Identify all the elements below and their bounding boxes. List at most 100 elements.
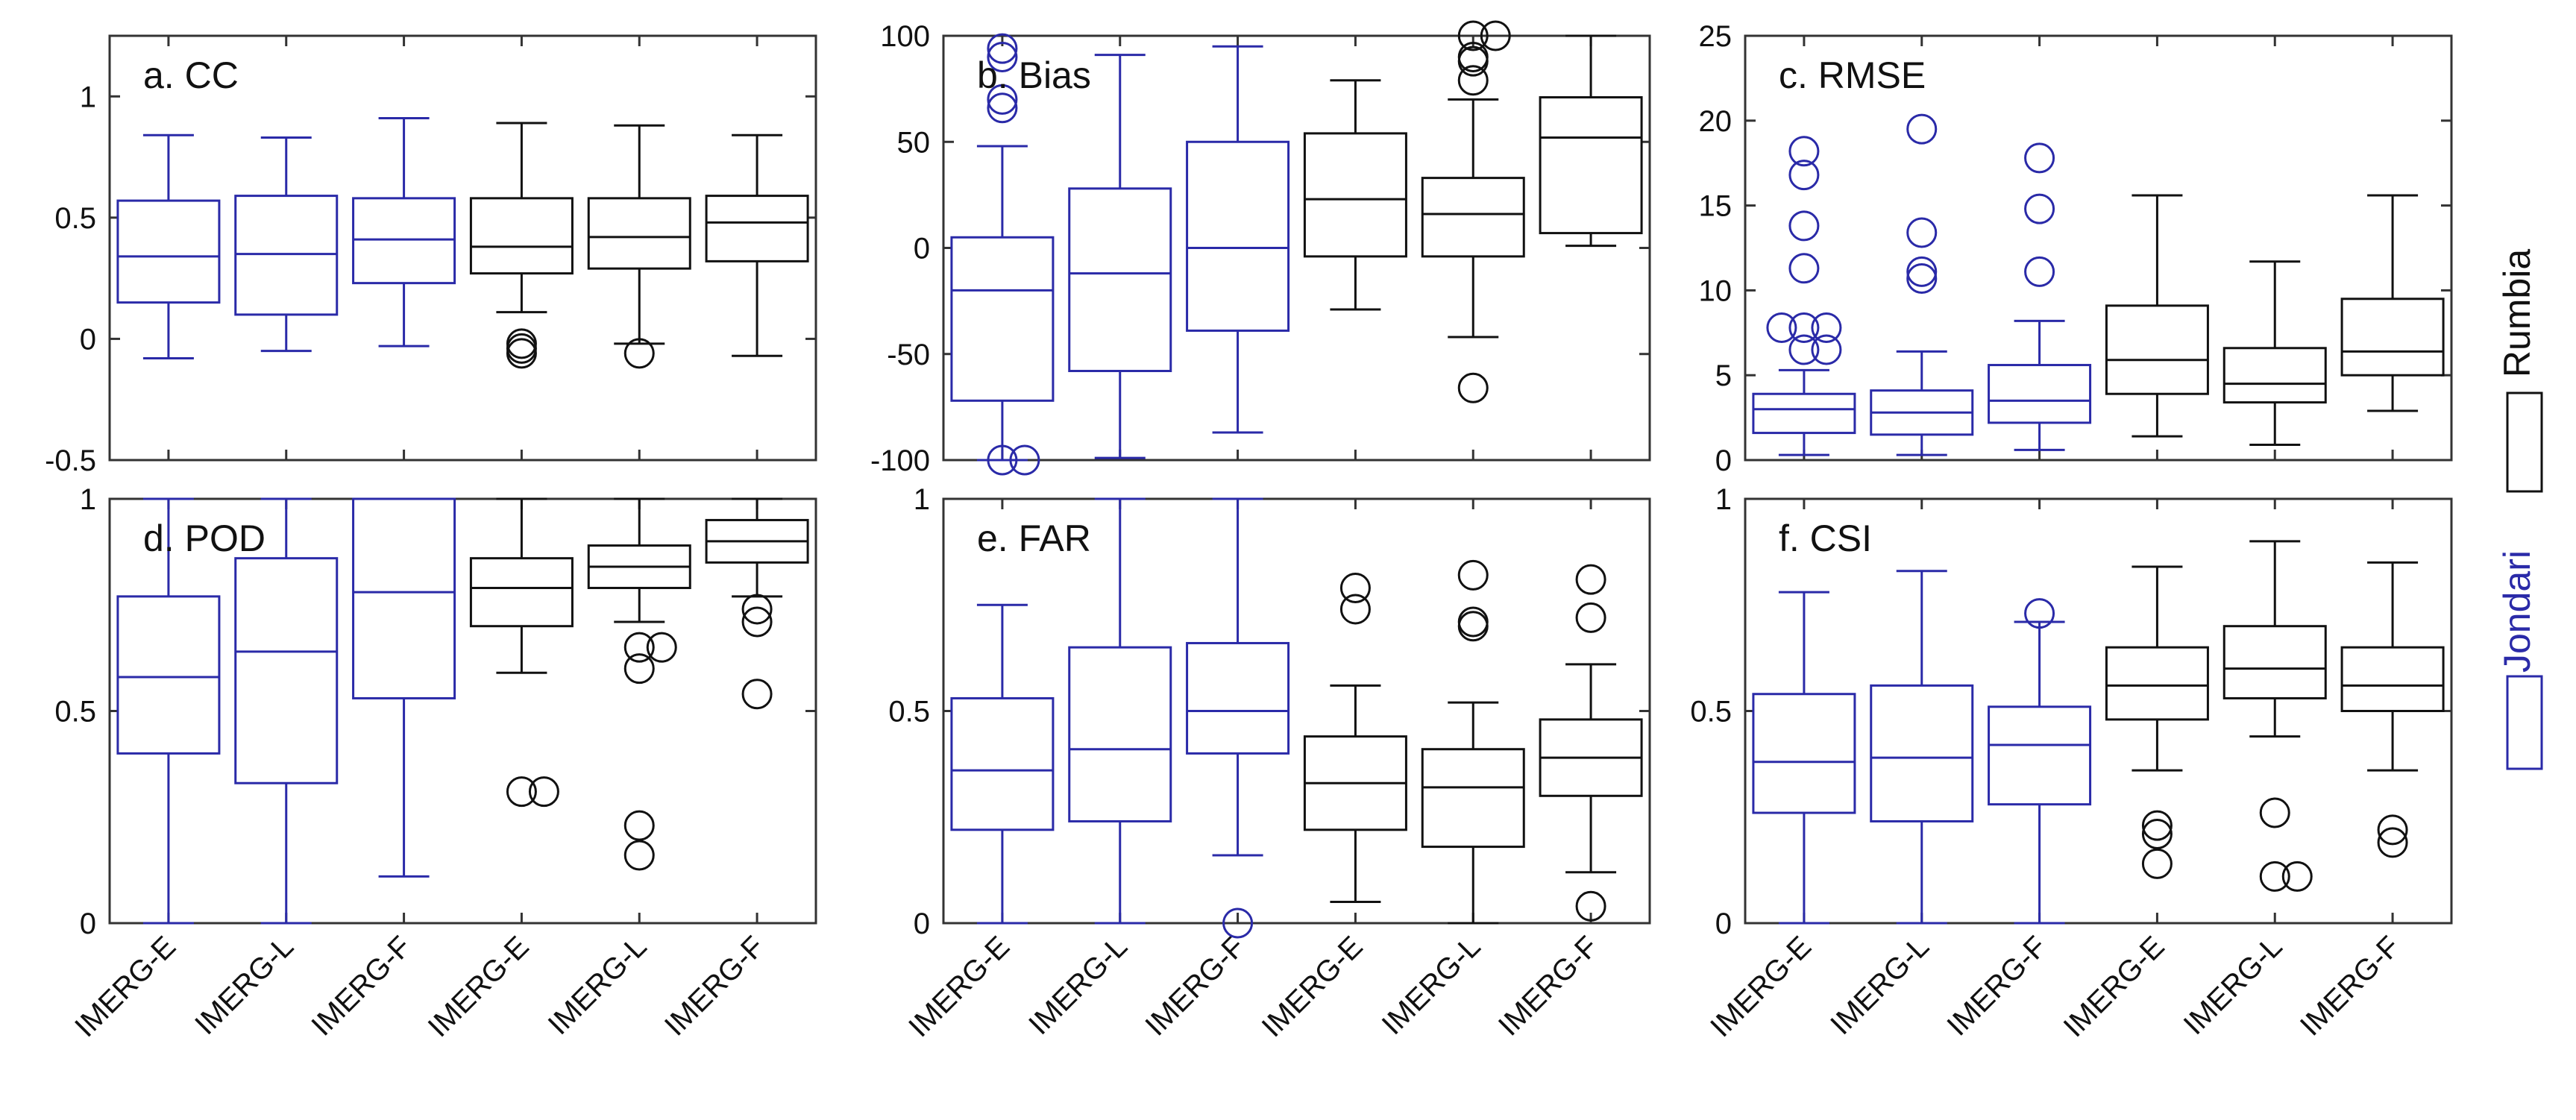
iqr-box — [352, 197, 456, 285]
y-tick-label: 1 — [80, 81, 96, 113]
outlier-point — [506, 776, 537, 808]
y-tick-label: 20 — [1699, 105, 1732, 138]
outlier-point — [987, 444, 1018, 476]
outlier-point — [1906, 262, 1938, 294]
iqr-box — [2105, 646, 2209, 721]
iqr-box — [2340, 646, 2445, 713]
y-tick-label: 25 — [1699, 20, 1732, 53]
x-tick-label: IMERG-F — [2294, 930, 2407, 1042]
panel-title: f. CSI — [1779, 517, 1872, 559]
box-imerg-l — [2222, 540, 2327, 892]
iqr-box — [1186, 140, 1290, 332]
outlier-point — [1575, 890, 1606, 922]
box-imerg-e — [2105, 194, 2209, 438]
panel-title: a. CC — [143, 54, 239, 96]
outlier-point — [623, 810, 655, 841]
outlier-point — [1906, 217, 1938, 248]
outlier-point — [2259, 797, 2290, 828]
box-imerg-f — [705, 497, 809, 710]
box-imerg-e — [116, 497, 221, 925]
box-imerg-l — [234, 136, 339, 353]
outlier-point — [623, 338, 655, 369]
box-imerg-f — [1186, 45, 1290, 434]
outlier-point — [646, 632, 677, 663]
outlier-point — [741, 679, 773, 710]
iqr-box — [116, 595, 221, 755]
y-tick-label: 0 — [1715, 907, 1732, 940]
box-imerg-f — [1988, 142, 2092, 451]
outlier-point — [2377, 827, 2408, 858]
outlier-point — [1457, 372, 1489, 403]
x-tick-label: IMERG-L — [542, 930, 653, 1041]
box-imerg-e — [950, 603, 1055, 925]
outlier-point — [1906, 113, 1938, 145]
y-tick-label: 0.5 — [54, 202, 96, 235]
y-tick-label: 10 — [1699, 274, 1732, 307]
outlier-point — [1222, 907, 1254, 939]
y-tick-label: 0.5 — [888, 696, 930, 729]
outlier-point — [1457, 611, 1489, 642]
outlier-point — [2024, 142, 2055, 174]
y-tick-label: 0.5 — [1690, 696, 1732, 729]
outlier-point — [1811, 334, 1842, 365]
outlier-point — [1811, 312, 1842, 343]
y-tick-label: 0.5 — [54, 696, 96, 729]
legend-label-rumbia: Rumbia — [2496, 249, 2538, 377]
panel-title: b. Bias — [977, 54, 1091, 96]
y-tick-label: 1 — [80, 483, 96, 516]
x-tick-label: IMERG-F — [1941, 930, 2053, 1042]
y-tick-label: 15 — [1699, 190, 1732, 223]
y-tick-label: 0 — [1715, 444, 1732, 477]
outlier-point — [1457, 65, 1489, 96]
box-imerg-l — [2222, 260, 2327, 447]
outlier-point — [528, 776, 559, 808]
panel-title: c. RMSE — [1779, 54, 1926, 96]
outlier-point — [2259, 861, 2290, 892]
x-tick-label: IMERG-F — [305, 930, 418, 1042]
y-tick-label: -100 — [870, 444, 930, 477]
iqr-box — [1988, 705, 2092, 806]
iqr-box — [1068, 187, 1172, 373]
iqr-box — [116, 199, 221, 304]
box-imerg-e — [2105, 565, 2209, 879]
box-imerg-f — [352, 497, 456, 878]
outlier-point — [1575, 564, 1606, 595]
box-imerg-e — [469, 497, 574, 808]
box-imerg-e — [1303, 572, 1407, 904]
box-imerg-l — [1421, 559, 1525, 925]
outlier-point — [1788, 136, 1820, 167]
box-imerg-l — [587, 497, 691, 871]
iqr-box — [587, 197, 691, 270]
iqr-box — [1539, 96, 1643, 235]
y-tick-label: 0 — [914, 233, 930, 265]
box-imerg-l — [587, 124, 691, 369]
x-tick-label: IMERG-F — [659, 930, 771, 1042]
outlier-point — [2024, 256, 2055, 287]
outlier-point — [987, 33, 1018, 64]
x-tick-label: IMERG-E — [2058, 930, 2171, 1043]
outlier-point — [1339, 572, 1371, 603]
iqr-box — [705, 195, 809, 262]
box-imerg-l — [1421, 20, 1525, 403]
y-tick-label: 50 — [897, 126, 931, 159]
iqr-box — [950, 236, 1055, 402]
iqr-box — [1303, 132, 1407, 258]
y-tick-label: -50 — [887, 339, 930, 371]
outlier-point — [2281, 861, 2313, 892]
outlier-point — [2024, 193, 2055, 224]
x-tick-label: IMERG-E — [1704, 930, 1818, 1043]
iqr-box — [2340, 298, 2445, 377]
y-tick-label: -0.5 — [45, 444, 96, 477]
x-tick-label: IMERG-L — [1376, 930, 1487, 1041]
legend-swatch-jondari — [2506, 675, 2543, 770]
outlier-point — [2141, 848, 2173, 879]
outlier-point — [1788, 160, 1820, 191]
y-tick-label: 0 — [914, 907, 930, 940]
iqr-box — [1421, 748, 1525, 849]
outlier-point — [1575, 602, 1606, 633]
x-tick-label: IMERG-L — [189, 930, 300, 1041]
outlier-point — [987, 84, 1018, 115]
outlier-point — [741, 606, 773, 638]
